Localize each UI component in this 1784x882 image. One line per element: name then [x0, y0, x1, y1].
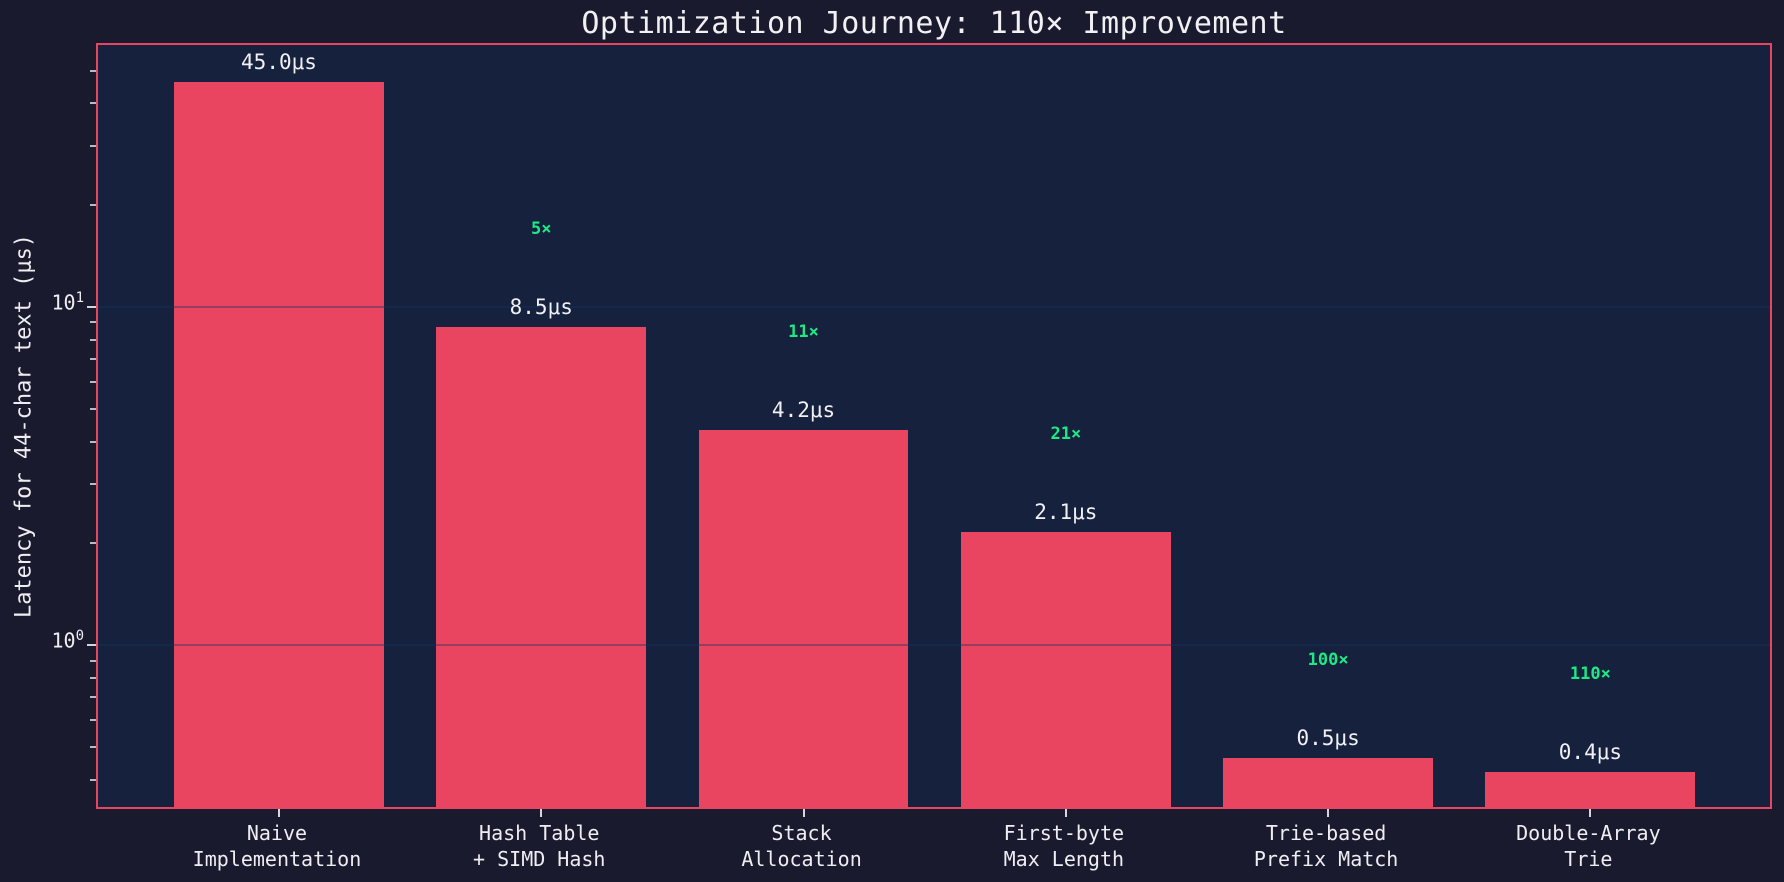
bar-value-label: 0.4μs: [1558, 739, 1622, 764]
y-major-tick-mark: [87, 305, 96, 308]
x-tick-mark: [277, 809, 280, 817]
bar-value-label: 2.1μs: [1034, 500, 1098, 525]
y-minor-tick-mark: [90, 482, 96, 485]
y-minor-tick-mark: [90, 204, 96, 207]
bar-value-label: 4.2μs: [771, 398, 836, 423]
y-minor-tick-mark: [90, 745, 96, 748]
bar-first-byte-max-length: [960, 532, 1171, 807]
y-tick-label-10^0: 100: [51, 628, 84, 653]
gridline-10^1: [98, 305, 1770, 308]
bar-naive-implementation: [174, 82, 384, 807]
chart-title: Optimization Journey: 110× Improvement: [581, 6, 1287, 41]
speedup-annotation: 5×: [531, 218, 552, 239]
bar-value-label: 0.5μs: [1296, 726, 1360, 751]
y-minor-tick-mark: [90, 144, 96, 147]
y-axis-label: Latency for 44-char text (μs): [11, 233, 37, 619]
x-tick-mark: [802, 809, 805, 817]
x-tick-mark: [1327, 809, 1330, 817]
y-minor-tick-mark: [90, 659, 96, 662]
y-minor-tick-mark: [90, 321, 96, 324]
x-tick-label-hash-table-simd-hash: Hash Table + SIMD Hash: [473, 821, 606, 871]
y-minor-tick-mark: [90, 676, 96, 679]
x-tick-label-first-byte-max-length: First-byte Max Length: [1003, 821, 1125, 871]
x-tick-label-trie-based-prefix-match: Trie-based Prefix Match: [1253, 821, 1399, 871]
y-minor-tick-mark: [90, 719, 96, 722]
y-minor-tick-mark: [90, 69, 96, 72]
bar-trie-based-prefix-match: [1223, 758, 1433, 807]
bar-double-array-trie: [1485, 771, 1696, 807]
x-tick-label-double-array-trie: Double-Array Trie: [1516, 821, 1661, 871]
y-minor-tick-mark: [90, 778, 96, 781]
plot-area: 45.0μs 8.5μs 5× 4.2μs 11× 2.1μs 21× 0.5μs 100× 0.…: [87, 43, 1772, 817]
speedup-annotation: 11×: [788, 322, 819, 343]
y-minor-tick-mark: [90, 102, 96, 105]
y-tick-label-10^1: 101: [51, 289, 84, 315]
speedup-annotation: 110×: [1569, 663, 1611, 684]
bar-value-label: 45.0μs: [241, 50, 317, 75]
x-tick-mark: [1589, 809, 1592, 817]
y-minor-tick-mark: [90, 380, 96, 383]
y-minor-tick-mark: [90, 542, 96, 545]
y-minor-tick-mark: [90, 440, 96, 443]
y-major-tick-mark: [87, 644, 96, 647]
speedup-annotation: 100×: [1307, 650, 1349, 671]
speedup-annotation: 21×: [1050, 424, 1082, 445]
y-minor-tick-mark: [90, 407, 96, 410]
x-tick-mark: [1064, 809, 1067, 817]
x-tick-label-naive-implementation: Naive Implementation: [192, 821, 362, 871]
x-tick-mark: [540, 809, 543, 817]
y-minor-tick-mark: [90, 338, 96, 341]
y-minor-tick-mark: [90, 696, 96, 699]
y-minor-tick-mark: [90, 358, 96, 361]
bar-value-label: 8.5μs: [509, 294, 573, 319]
bar-stack-allocation: [698, 430, 909, 807]
x-tick-label-stack-allocation: Stack Allocation: [741, 821, 862, 871]
bar-hash-table-simd-hash: [436, 326, 647, 807]
gridline-10^0: [98, 644, 1770, 647]
